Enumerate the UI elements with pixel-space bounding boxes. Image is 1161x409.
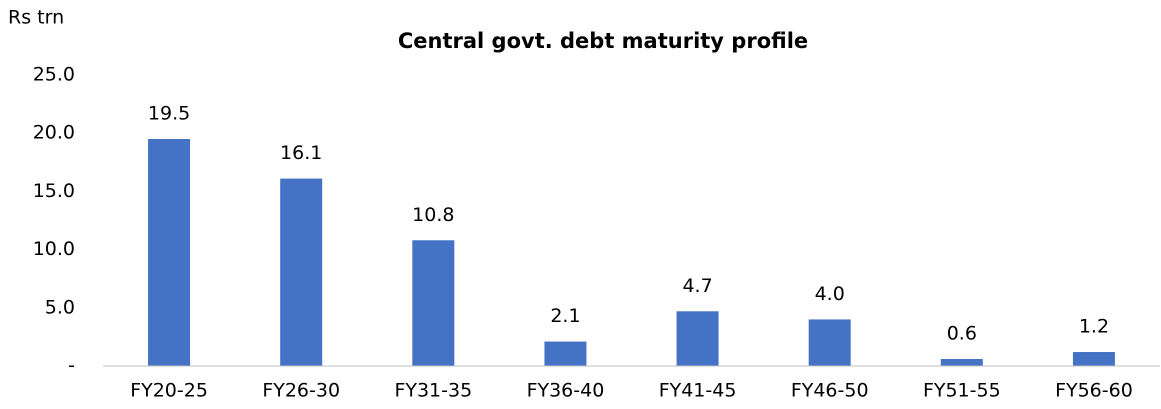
y-tick-label: 10.0 — [33, 238, 75, 260]
bar — [1072, 352, 1115, 366]
x-tick-label: FY56-60 — [1055, 380, 1133, 402]
data-label: 0.6 — [947, 323, 977, 345]
bar — [676, 311, 719, 366]
bar — [412, 240, 455, 366]
bar — [544, 341, 587, 366]
y-tick-label: 20.0 — [33, 122, 75, 144]
x-tick-label: FY31-35 — [394, 380, 472, 402]
x-tick-label: FY36-40 — [527, 380, 605, 402]
data-label: 19.5 — [148, 103, 190, 125]
x-tick-label: FY51-55 — [923, 380, 1001, 402]
data-label: 4.0 — [815, 283, 845, 305]
y-tick-label: 15.0 — [33, 180, 75, 202]
data-label: 10.8 — [412, 204, 454, 226]
y-tick-label: - — [68, 355, 75, 377]
chart-title: Central govt. debt maturity profile — [398, 29, 808, 53]
y-axis-label: Rs trn — [8, 7, 64, 29]
data-label: 16.1 — [280, 142, 322, 164]
data-label: 1.2 — [1079, 316, 1109, 338]
x-tick-label: FY20-25 — [130, 380, 208, 402]
bar — [940, 359, 983, 366]
data-label: 4.7 — [682, 275, 712, 297]
x-tick-label: FY26-30 — [262, 380, 340, 402]
x-tick-label: FY41-45 — [659, 380, 737, 402]
y-tick-label: 25.0 — [33, 64, 75, 86]
bar — [280, 178, 323, 366]
data-label: 2.1 — [550, 305, 580, 327]
bar — [808, 319, 851, 366]
y-tick-label: 5.0 — [45, 296, 75, 318]
bar — [148, 139, 191, 366]
x-tick-label: FY46-50 — [791, 380, 869, 402]
